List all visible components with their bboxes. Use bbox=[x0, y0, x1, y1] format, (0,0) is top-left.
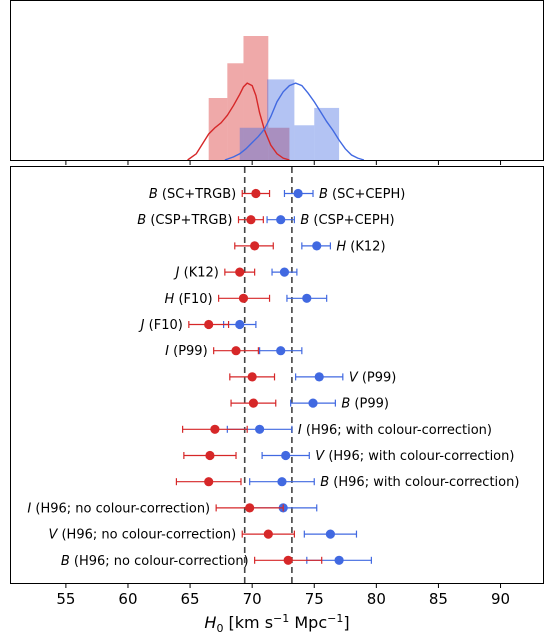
trgb-point-9 bbox=[210, 424, 220, 434]
row-label-left-12: I (H96; no colour-correction) bbox=[27, 501, 210, 516]
ceph-point-3 bbox=[279, 267, 290, 277]
row-label-right-7: V (P99) bbox=[349, 370, 397, 385]
trgb-point-2 bbox=[250, 241, 260, 251]
row-label-left-3: J (K12) bbox=[173, 266, 219, 281]
row-label-right-0: B (SC+CEPH) bbox=[319, 187, 405, 202]
trgb-point-6 bbox=[231, 346, 241, 356]
ceph-point-0 bbox=[293, 188, 303, 199]
x-axis-title: H0 [km s−1 Mpc−1] bbox=[204, 612, 349, 634]
x-axis-ticks: 55 60 65 70 75 80 85 90 bbox=[56, 583, 510, 608]
x-tick-label-55: 55 bbox=[56, 590, 75, 608]
ceph-point-10 bbox=[281, 450, 291, 461]
trgb-point-10 bbox=[205, 450, 215, 461]
row-label-left-14: B (H96; no colour-correction) bbox=[61, 554, 249, 569]
kde-curve-trgb bbox=[187, 82, 290, 161]
trgb-point-0 bbox=[251, 188, 261, 199]
row-label-right-11: B (H96; with colour-correction) bbox=[320, 475, 519, 490]
measurement-points bbox=[175, 188, 372, 565]
ceph-point-9 bbox=[255, 424, 265, 434]
hist-bin-ceph-6 bbox=[294, 125, 315, 160]
hist-bin-trgb-3 bbox=[268, 127, 290, 160]
row-label-right-1: B (CSP+CEPH) bbox=[300, 213, 394, 228]
trgb-point-7 bbox=[247, 372, 257, 382]
x-tick-label-75: 75 bbox=[305, 590, 324, 608]
row-label-right-10: V (H96; with colour-correction) bbox=[315, 449, 514, 464]
trgb-point-8 bbox=[248, 398, 259, 408]
x-axis-label: H0 [km s−1 Mpc−1] bbox=[204, 612, 349, 634]
x-tick-label-85: 85 bbox=[429, 590, 448, 608]
ceph-point-6 bbox=[276, 346, 286, 356]
row-label-left-13: V (H96; no colour-correction) bbox=[48, 528, 236, 543]
ceph-point-5 bbox=[235, 319, 245, 330]
trgb-point-5 bbox=[204, 319, 214, 330]
trgb-point-12 bbox=[245, 503, 255, 513]
histogram-bins bbox=[208, 36, 340, 160]
trgb-point-3 bbox=[235, 267, 245, 277]
x-tick-label-60: 60 bbox=[118, 590, 137, 608]
trgb-point-1 bbox=[246, 215, 256, 225]
ceph-point-8 bbox=[308, 398, 318, 408]
row-label-right-2: H (K12) bbox=[336, 239, 385, 254]
row-label-left-4: H (F10) bbox=[165, 292, 213, 307]
row-label-right-9: I (H96; with colour-correction) bbox=[298, 423, 492, 438]
trgb-point-4 bbox=[238, 293, 249, 303]
ceph-point-13 bbox=[325, 529, 335, 539]
hist-bin-ceph-4 bbox=[239, 127, 268, 160]
row-label-left-0: B (SC+TRGB) bbox=[149, 187, 236, 202]
row-labels: B (SC+TRGB) B (SC+CEPH) B (CSP+TRGB) B (CSP… bbox=[27, 187, 519, 569]
trgb-point-14 bbox=[283, 555, 293, 565]
errorbar-frame bbox=[10, 166, 544, 584]
row-label-left-6: I (P99) bbox=[165, 344, 208, 359]
x-tick-label-70: 70 bbox=[243, 590, 262, 608]
x-tick-label-65: 65 bbox=[181, 590, 200, 608]
row-label-left-5: J (F10) bbox=[138, 318, 183, 333]
ceph-point-7 bbox=[314, 372, 324, 382]
trgb-point-13 bbox=[263, 529, 273, 539]
hist-bin-ceph-5 bbox=[267, 79, 295, 160]
ceph-point-2 bbox=[312, 241, 322, 251]
trgb-point-11 bbox=[204, 477, 214, 487]
x-tick-label-90: 90 bbox=[491, 590, 510, 608]
histogram-panel bbox=[10, 0, 544, 165]
row-label-left-1: B (CSP+TRGB) bbox=[137, 213, 232, 228]
row-label-right-8: B (P99) bbox=[341, 397, 389, 412]
ceph-point-14 bbox=[334, 555, 344, 565]
x-tick-label-80: 80 bbox=[367, 590, 386, 608]
errorbar-panel: B (SC+TRGB) B (SC+CEPH) B (CSP+TRGB) B (CSP… bbox=[10, 166, 544, 634]
hist-bin-trgb-0 bbox=[208, 98, 228, 160]
histogram-x-ticks bbox=[65, 161, 502, 165]
ceph-point-4 bbox=[302, 293, 312, 303]
kde-curves bbox=[187, 82, 365, 161]
hist-bin-trgb-1 bbox=[227, 63, 244, 160]
ceph-point-11 bbox=[277, 477, 287, 487]
ceph-point-1 bbox=[276, 215, 286, 225]
kde-curve-ceph bbox=[224, 82, 365, 161]
